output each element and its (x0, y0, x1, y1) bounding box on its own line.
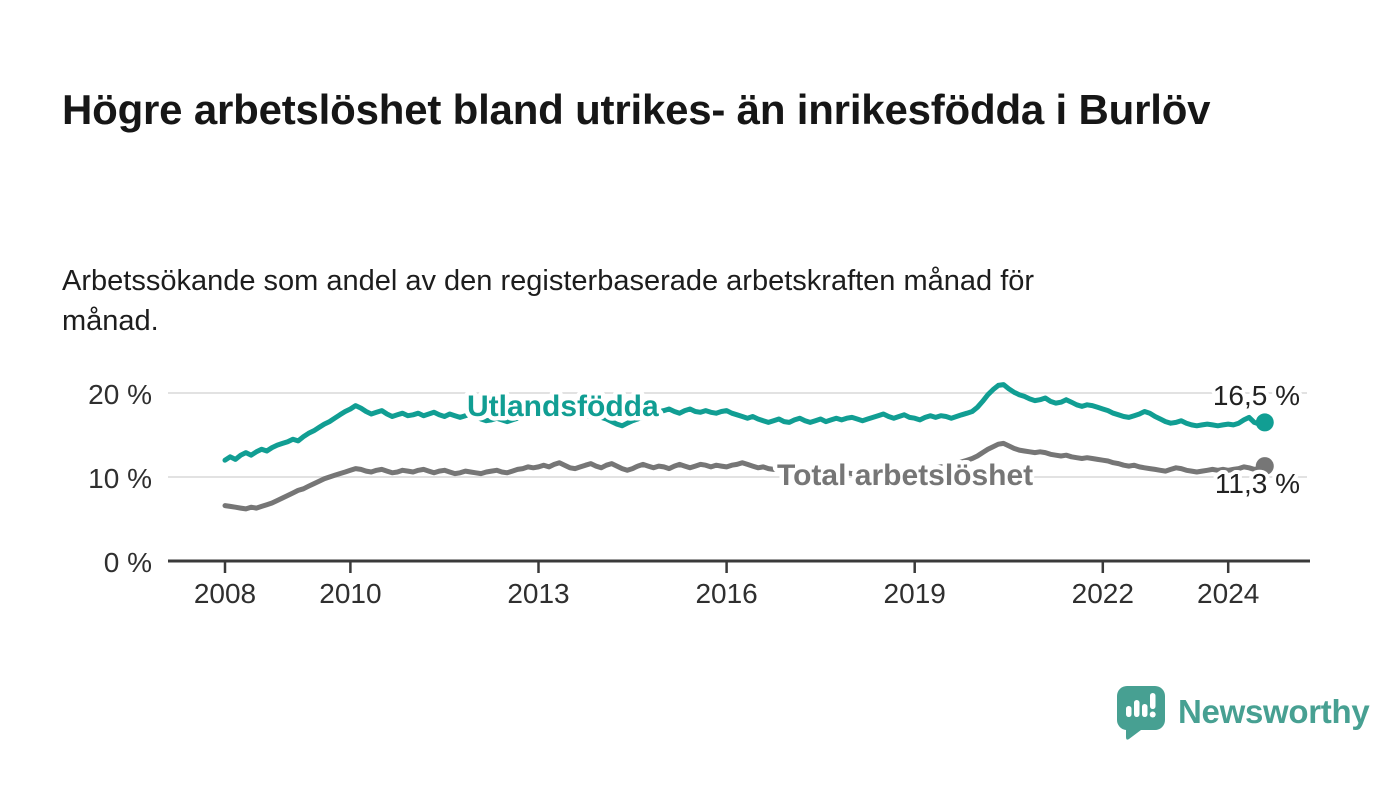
exclamation-bar (1150, 693, 1156, 709)
chart-subtitle: Arbetssökande som andel av den registerb… (62, 265, 1035, 338)
speech-bubble-shape (1116, 686, 1165, 740)
end-point-dot (1255, 457, 1274, 476)
newsworthy-icon (1116, 686, 1165, 740)
series-line-total (222, 440, 1268, 512)
x-tick-label: 2010 (319, 578, 381, 609)
end-point-dot (1255, 413, 1274, 432)
line-chart: 0 % 10 % 20 % 2008 2010 2013 2016 2019 2022 2024 U… (88, 376, 1310, 609)
end-value-label: 11,3 % (1215, 468, 1300, 499)
bar-3 (1142, 704, 1148, 717)
x-tick-label: 2019 (884, 578, 946, 609)
x-tick-label: 2013 (507, 578, 569, 609)
brand-logo: Newsworthy (1115, 684, 1370, 740)
series-line-utlandsfodda (222, 382, 1268, 463)
bar-1 (1126, 706, 1132, 717)
y-tick-label: 20 % (88, 379, 152, 410)
logo-wordmark: Newsworthy (1178, 693, 1370, 730)
series-label: Utlandsfödda (467, 390, 659, 423)
x-tick-label: 2016 (695, 578, 757, 609)
exclamation-dot (1149, 711, 1156, 718)
end-value-label: 16,5 % (1213, 380, 1300, 411)
x-tick-label: 2008 (194, 578, 256, 609)
bar-2 (1134, 700, 1140, 717)
x-tick-label: 2024 (1197, 578, 1259, 609)
page-title: Högre arbetslöshet bland utrikes- än inr… (62, 86, 1211, 134)
y-tick-label: 10 % (88, 463, 152, 494)
series-label: Total arbetslöshet (777, 459, 1033, 492)
x-tick-label: 2022 (1072, 578, 1134, 609)
y-tick-label: 0 % (104, 547, 152, 578)
